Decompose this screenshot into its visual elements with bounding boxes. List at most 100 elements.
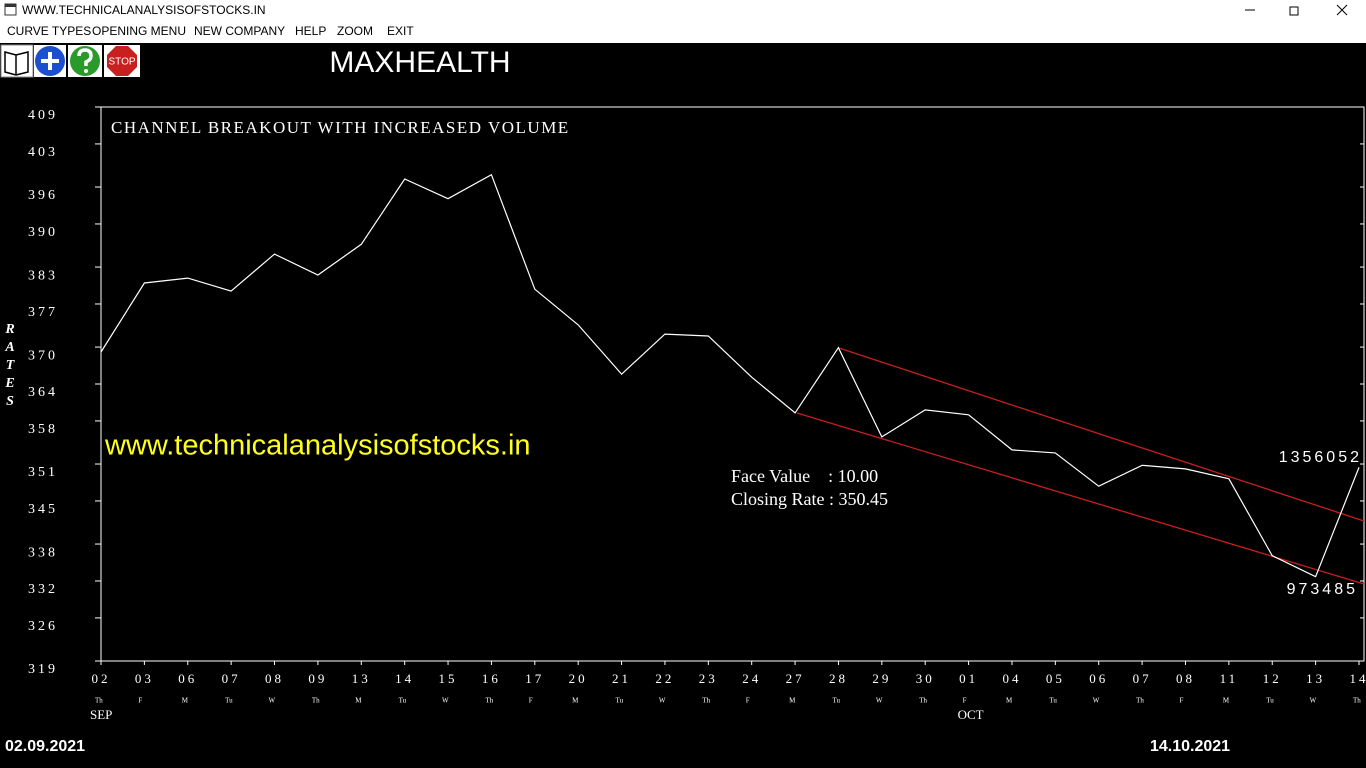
y-tick-label: 364 (28, 385, 58, 400)
volume-label: 1356052 (1279, 449, 1362, 466)
weekday-label: M (1006, 697, 1013, 705)
y-tick-label: 409 (28, 108, 58, 123)
x-tick-label: 02 (92, 671, 111, 686)
weekday-label: Th (312, 697, 320, 705)
y-tick-label: 377 (28, 305, 58, 320)
help-icon-mark (77, 48, 93, 66)
window-title: WWW.TECHNICALANALYSISOFSTOCKS.IN (22, 3, 266, 17)
y-tick-label: 358 (28, 422, 58, 437)
price-line (100, 173, 1360, 578)
stop-icon-text: STOP (108, 57, 135, 68)
x-tick-label: 29 (872, 671, 891, 686)
x-tick-label: 06 (178, 671, 197, 686)
weekday-label: W (876, 697, 883, 705)
menu-item[interactable]: HELP (295, 24, 326, 38)
weekday-label: Th (95, 697, 103, 705)
x-tick-label: 17 (525, 671, 544, 686)
month-label: SEP (90, 707, 112, 722)
weekday-label: M (572, 697, 579, 705)
x-tick-label: 13 (352, 671, 371, 686)
weekday-label: Tu (832, 697, 840, 705)
x-tick-label: 12 (1263, 671, 1282, 686)
menu-item[interactable]: CURVE TYPES (7, 24, 91, 38)
help-icon-dot (84, 69, 88, 73)
y-tick-label: 390 (28, 225, 58, 240)
x-tick-label: 28 (829, 671, 848, 686)
end-date: 14.10.2021 (1150, 738, 1230, 755)
weekday-label: W (1310, 697, 1317, 705)
x-tick-label: 07 (1133, 671, 1152, 686)
close-button[interactable] (1336, 4, 1348, 16)
add-icon-cross (41, 52, 59, 70)
weekday-label: F (746, 697, 750, 705)
x-tick-label: 05 (1046, 671, 1065, 686)
weekday-label: Tu (1266, 697, 1274, 705)
weekday-label: M (1223, 697, 1230, 705)
channel-upper (838, 347, 1365, 522)
weekday-label: Th (919, 697, 927, 705)
x-tick-label: 06 (1089, 671, 1108, 686)
weekday-label: M (182, 697, 189, 705)
menu-item[interactable]: ZOOM (337, 24, 373, 38)
weekday-label: Th (702, 697, 710, 705)
volume-label: 973485 (1287, 581, 1358, 598)
weekday-label: Th (485, 697, 493, 705)
weekday-label: M (355, 697, 362, 705)
weekday-label: Tu (399, 697, 407, 705)
month-label: OCT (958, 707, 984, 722)
menu-item[interactable]: OPENING MENU (92, 24, 186, 38)
plot-frame (100, 106, 1365, 662)
x-tick-label: 23 (699, 671, 718, 686)
x-tick-label: 22 (655, 671, 674, 686)
watermark: www.technicalanalysisofstocks.in (104, 430, 531, 462)
menu-bar: CURVE TYPES OPENING MENU NEW COMPANY HELP ZO… (7, 24, 414, 38)
weekday-label: W (269, 697, 276, 705)
y-tick-label: 396 (28, 188, 58, 203)
x-tick-label: 08 (1176, 671, 1195, 686)
closing-rate: Closing Rate : 350.45 (731, 489, 888, 509)
weekday-label: Tu (616, 697, 624, 705)
x-tick-label: 09 (308, 671, 327, 686)
x-tick-label: 01 (959, 671, 978, 686)
x-tick-label: 08 (265, 671, 284, 686)
y-tick-label: 345 (28, 502, 58, 517)
y-tick-label: 338 (28, 545, 58, 560)
weekday-label: Th (1353, 697, 1361, 705)
x-tick-label: 14 (395, 671, 414, 686)
start-date: 02.09.2021 (5, 738, 85, 755)
chart-title: CHANNEL BREAKOUT WITH INCREASED VOLUME (111, 118, 570, 137)
x-tick-label: 07 (222, 671, 241, 686)
y-tick-label: 326 (28, 619, 58, 634)
channel-lower (796, 412, 1365, 585)
x-tick-label: 11 (1220, 671, 1239, 686)
y-tick-label: 370 (28, 348, 58, 363)
weekday-label: W (442, 697, 449, 705)
weekday-label: M (789, 697, 796, 705)
book-icon (4, 51, 29, 76)
x-tick-label: 27 (786, 671, 805, 686)
weekday-label: F (1179, 697, 1183, 705)
x-tick-label: 15 (439, 671, 458, 686)
x-tick-label: 21 (612, 671, 631, 686)
weekday-label: F (529, 697, 533, 705)
y-tick-label: 383 (28, 268, 58, 283)
y-axis-label: RATES (3, 322, 18, 412)
weekday-label: F (963, 697, 967, 705)
weekday-label: W (1093, 697, 1100, 705)
x-tick-label: 13 (1306, 671, 1325, 686)
face-value: Face Value : 10.00 (731, 466, 878, 486)
y-tick-label: 351 (28, 465, 58, 480)
y-tick-label: 319 (28, 662, 58, 677)
x-tick-label: 03 (135, 671, 154, 686)
x-tick-label: 14 (1350, 671, 1366, 686)
menu-item[interactable]: EXIT (387, 24, 414, 38)
x-tick-label: 24 (742, 671, 761, 686)
restore-button[interactable] (1289, 6, 1299, 16)
weekday-label: W (659, 697, 666, 705)
stop-icon (107, 46, 137, 76)
weekday-label: Th (1136, 697, 1144, 705)
menu-item[interactable]: NEW COMPANY (194, 24, 285, 38)
weekday-label: F (138, 697, 142, 705)
app-icon-bar (5, 4, 16, 7)
